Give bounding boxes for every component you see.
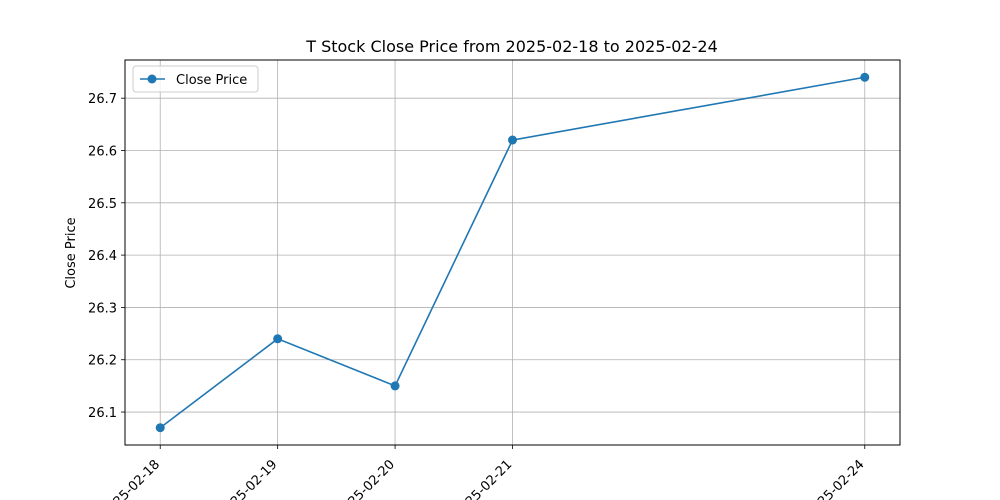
legend-marker-swatch: [147, 74, 157, 84]
y-tick-label: 26.4: [88, 249, 117, 264]
legend: Close Price: [132, 65, 259, 93]
y-tick-label: 26.3: [88, 301, 117, 316]
data-point: [155, 423, 165, 433]
data-point: [390, 381, 400, 391]
data-point: [273, 334, 283, 344]
chart-title: T Stock Close Price from 2025-02-18 to 2…: [305, 37, 718, 56]
y-tick-label: 26.2: [88, 354, 117, 369]
grid: [125, 60, 900, 445]
y-axis-ticks: 26.1 26.2 26.3 26.4 26.5 26.6 26.7: [88, 92, 125, 421]
series-layer: [155, 72, 870, 433]
y-tick-label: 26.7: [88, 92, 117, 107]
y-tick-label: 26.1: [88, 406, 117, 421]
y-tick-label: 26.6: [88, 144, 117, 159]
legend-box: [132, 65, 259, 93]
data-point: [508, 135, 517, 145]
y-axis-label: Close Price: [64, 217, 79, 288]
legend-label: Close Price: [176, 73, 247, 88]
data-point: [860, 72, 870, 82]
y-tick-label: 26.5: [88, 197, 117, 212]
